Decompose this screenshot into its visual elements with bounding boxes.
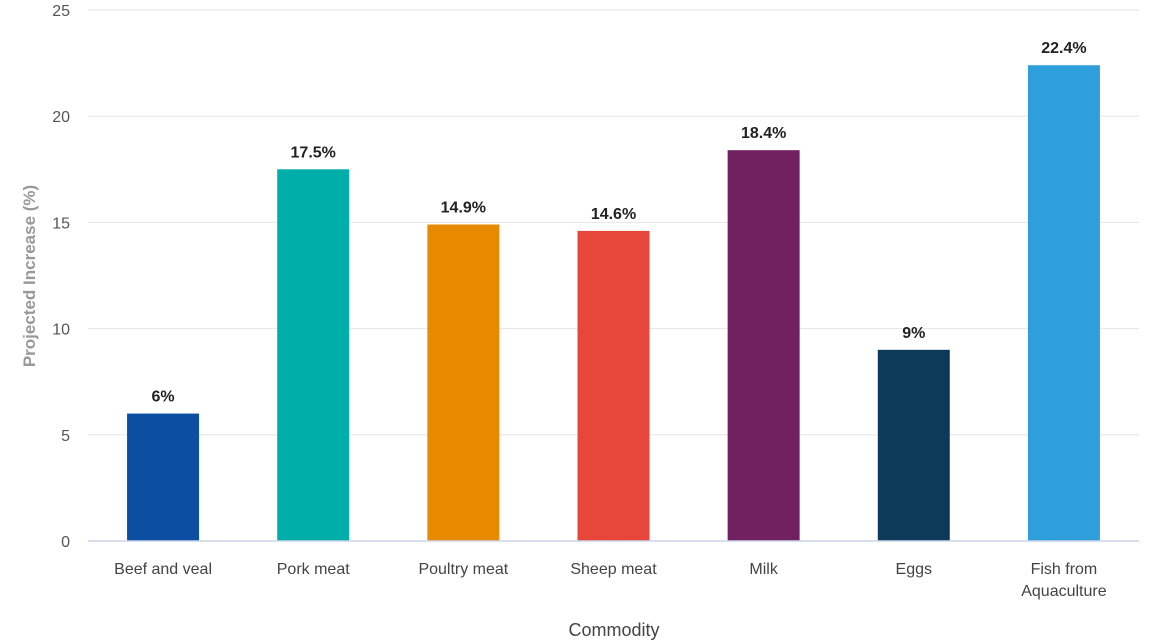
x-category-label: Beef and veal: [114, 561, 212, 578]
bar: [577, 230, 650, 541]
data-label: 18.4%: [741, 125, 786, 142]
data-label: 14.9%: [441, 200, 486, 217]
x-category-line: Eggs: [896, 561, 932, 578]
bar: [277, 169, 350, 542]
x-axis-title: Commodity: [568, 620, 659, 640]
bar: [877, 349, 950, 541]
bars: [127, 65, 1100, 542]
data-label: 9%: [902, 325, 925, 342]
y-tick-label: 5: [61, 428, 70, 445]
data-label: 17.5%: [291, 144, 336, 161]
y-tick-label: 25: [52, 3, 70, 20]
data-label: 14.6%: [591, 206, 636, 223]
x-category-label: Pork meat: [277, 561, 350, 578]
y-tick-label: 20: [52, 109, 70, 126]
x-category-line: Sheep meat: [570, 561, 657, 578]
y-axis-ticks: 0 5 10 15 20 25: [52, 3, 70, 551]
data-labels: 6% 17.5% 14.9% 14.6% 18.4% 9% 22.4%: [152, 40, 1087, 405]
x-category-line: Pork meat: [277, 561, 350, 578]
x-axis-categories: Beef and veal Pork meat Poultry meat Sheep …: [114, 561, 1107, 600]
bar: [727, 150, 800, 541]
y-tick-label: 15: [52, 215, 70, 232]
x-category-label: Milk: [749, 561, 778, 578]
gridlines: [88, 9, 1139, 436]
data-label: 6%: [152, 389, 175, 406]
x-category-line: Milk: [749, 561, 778, 578]
x-category-label: Fish from Aquaculture: [1021, 561, 1106, 600]
y-tick-label: 0: [61, 534, 70, 551]
bar: [427, 224, 500, 542]
bar: [127, 413, 200, 541]
x-category-line: Aquaculture: [1021, 583, 1106, 600]
y-axis-title: Projected Increase (%): [20, 185, 39, 367]
x-category-line: Beef and veal: [114, 561, 212, 578]
bar: [1027, 65, 1100, 541]
x-category-line: Fish from: [1031, 561, 1098, 578]
x-category-line: Poultry meat: [418, 561, 508, 578]
y-tick-label: 10: [52, 322, 70, 339]
x-category-label: Sheep meat: [570, 561, 657, 578]
x-category-label: Poultry meat: [418, 561, 508, 578]
x-category-label: Eggs: [896, 561, 932, 578]
data-label: 22.4%: [1041, 40, 1086, 57]
